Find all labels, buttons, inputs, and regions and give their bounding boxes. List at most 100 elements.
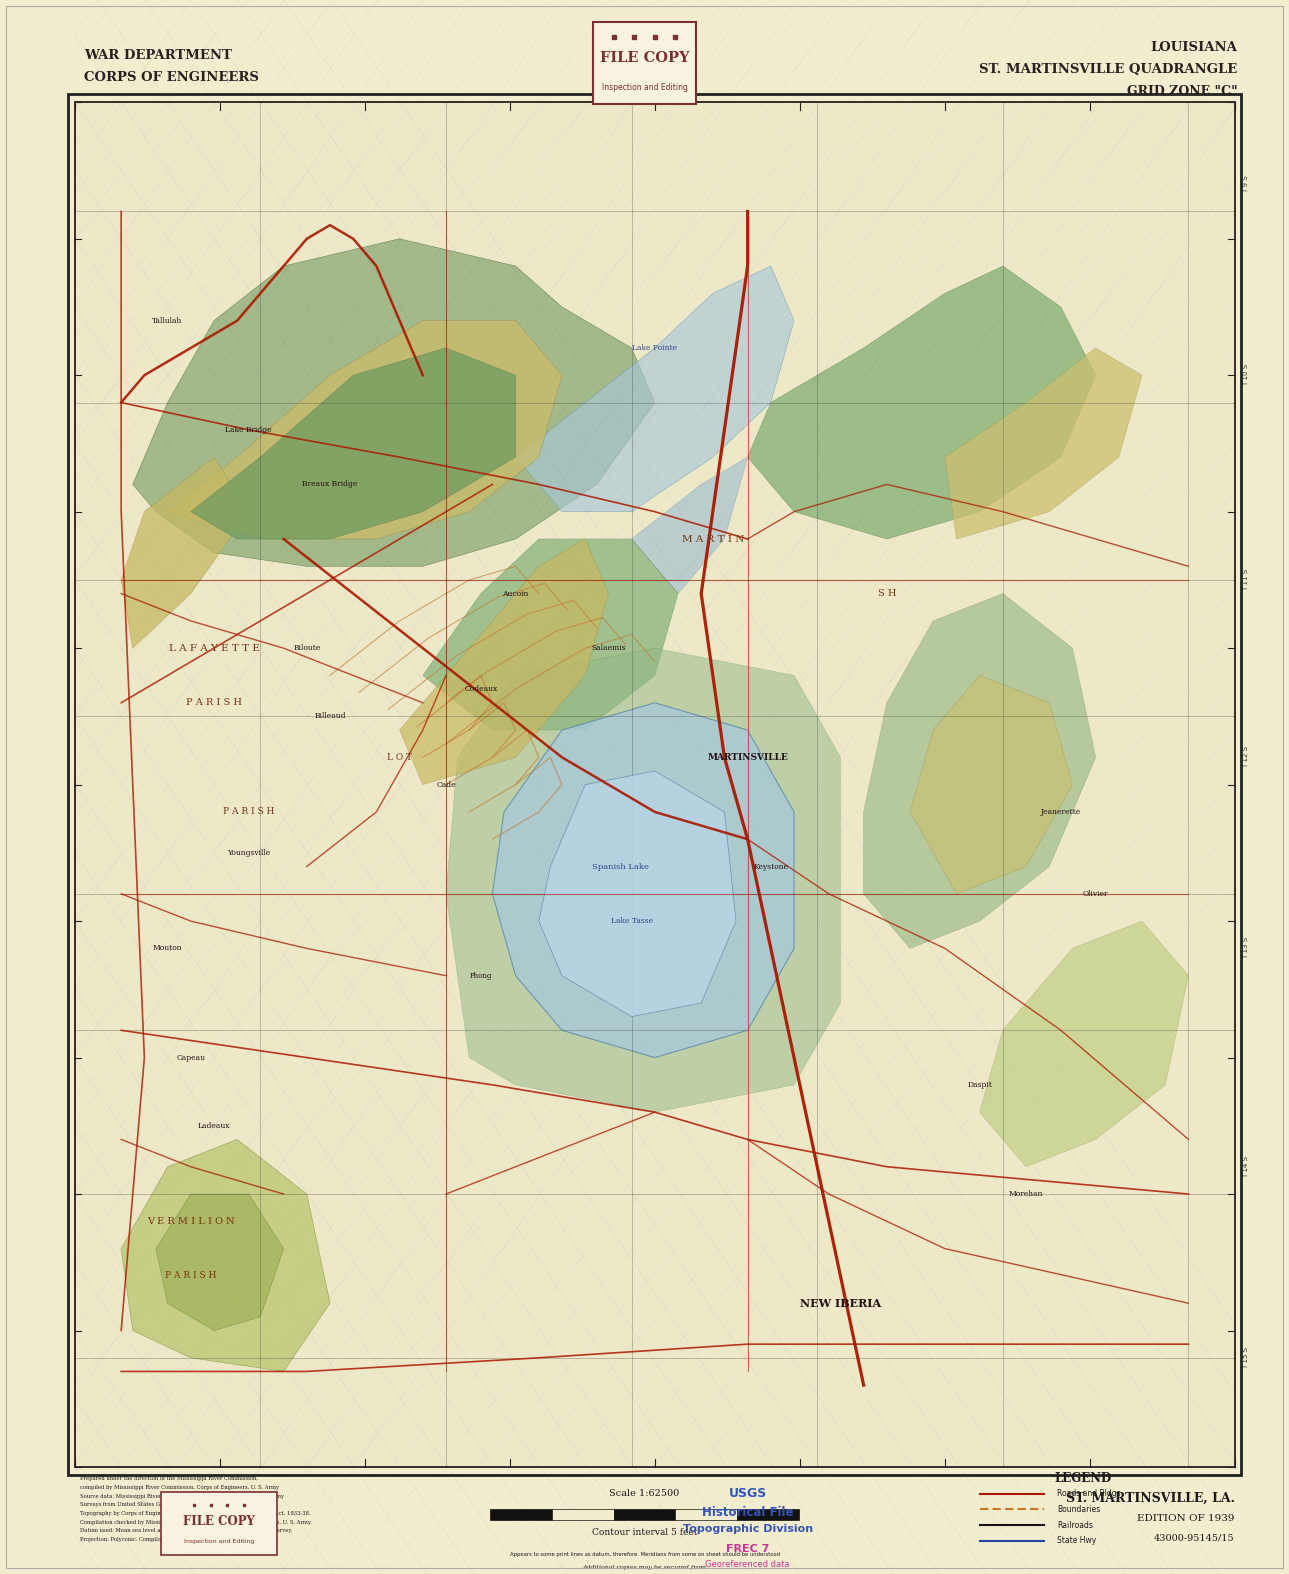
Polygon shape — [632, 456, 748, 593]
Text: P A R I S H: P A R I S H — [165, 1272, 217, 1280]
Text: Georeferenced data: Georeferenced data — [705, 1560, 790, 1569]
Text: Ladeaux: Ladeaux — [197, 1122, 231, 1130]
Bar — [737, 1509, 799, 1520]
Text: Prepared under the direction of the Mississippi River Commission,: Prepared under the direction of the Miss… — [80, 1476, 258, 1481]
Polygon shape — [945, 348, 1142, 538]
Text: FILE COPY: FILE COPY — [183, 1514, 255, 1528]
Polygon shape — [156, 1195, 284, 1330]
Text: Spanish Lake: Spanish Lake — [592, 863, 648, 870]
Polygon shape — [121, 456, 249, 648]
Polygon shape — [864, 593, 1096, 949]
Text: State Hwy: State Hwy — [1057, 1536, 1096, 1546]
Text: LEGEND: LEGEND — [1054, 1472, 1111, 1484]
Text: Daspit: Daspit — [967, 1081, 993, 1089]
Text: FILE COPY: FILE COPY — [599, 50, 690, 65]
Text: Surveys from United States Geological Survey, Geodetic Survey.: Surveys from United States Geological Su… — [80, 1502, 251, 1508]
Text: P A R I S H: P A R I S H — [186, 699, 242, 707]
Text: LOUISIANA: LOUISIANA — [1151, 41, 1237, 54]
Bar — [593, 22, 696, 104]
Polygon shape — [492, 702, 794, 1058]
Text: 43000-95145/15: 43000-95145/15 — [1154, 1533, 1235, 1543]
Bar — [75, 102, 1235, 1467]
Polygon shape — [400, 538, 608, 784]
Text: Railroads: Railroads — [1057, 1520, 1093, 1530]
Text: Projection: Polyconic. Compilation scale 1:62500.: Projection: Polyconic. Compilation scale… — [80, 1536, 213, 1543]
Text: Inspection and Editing: Inspection and Editing — [184, 1539, 254, 1544]
Polygon shape — [168, 321, 562, 538]
Text: Compilation checked by Mississippi River Commission, Corps of Engineers, U. S. A: Compilation checked by Mississippi River… — [80, 1520, 312, 1525]
Text: ST. MARTINSVILLE, LA.: ST. MARTINSVILLE, LA. — [1066, 1492, 1235, 1505]
Text: Scale 1:62500: Scale 1:62500 — [610, 1489, 679, 1498]
Text: Historical File: Historical File — [703, 1506, 793, 1519]
Polygon shape — [121, 1140, 330, 1371]
Polygon shape — [516, 266, 794, 512]
Text: Additional copies may be secured from: Additional copies may be secured from — [583, 1565, 706, 1569]
Bar — [68, 94, 1241, 1475]
Text: ST. MARTINSVILLE QUADRANGLE: ST. MARTINSVILLE QUADRANGLE — [980, 63, 1237, 76]
Bar — [75, 102, 1235, 1467]
Text: Breaux Bridge: Breaux Bridge — [303, 480, 357, 488]
Text: Olivier: Olivier — [1083, 889, 1109, 897]
Text: Salaemis: Salaemis — [592, 644, 625, 652]
Text: Aucoin: Aucoin — [503, 590, 528, 598]
Text: Contour interval 5 feet: Contour interval 5 feet — [592, 1528, 697, 1538]
Bar — [552, 1509, 614, 1520]
Text: Lake Pointe: Lake Pointe — [632, 345, 678, 353]
Bar — [161, 1492, 277, 1555]
Text: GRID ZONE "C": GRID ZONE "C" — [1127, 85, 1237, 98]
Text: T 13 S: T 13 S — [1243, 938, 1249, 960]
Text: T 12 S: T 12 S — [1243, 746, 1249, 768]
Polygon shape — [423, 538, 678, 730]
Text: M A R T I N: M A R T I N — [682, 535, 744, 543]
Polygon shape — [191, 348, 516, 538]
Text: compiled by Mississippi River Commission, Corps of Engineers, U. S. Army: compiled by Mississippi River Commission… — [80, 1486, 278, 1491]
Text: Keystone: Keystone — [753, 863, 789, 870]
Text: T 15 S: T 15 S — [1243, 1347, 1249, 1369]
Text: CORPS OF ENGINEERS: CORPS OF ENGINEERS — [84, 71, 259, 83]
Text: Jeanerette: Jeanerette — [1040, 807, 1081, 815]
Polygon shape — [539, 771, 736, 1017]
Text: T 11 S: T 11 S — [1243, 568, 1249, 590]
Polygon shape — [133, 239, 655, 567]
Text: Roads and Bldgs: Roads and Bldgs — [1057, 1489, 1120, 1498]
Text: Mouton: Mouton — [153, 944, 182, 952]
Text: NEW IBERIA: NEW IBERIA — [800, 1297, 880, 1308]
Text: Youngsville: Youngsville — [227, 848, 271, 856]
Text: S H: S H — [878, 589, 896, 598]
Text: L A F A Y E T T E: L A F A Y E T T E — [169, 644, 259, 653]
Text: Cade: Cade — [436, 781, 456, 789]
Text: Appears to some print lines as datum, therefore. Meridians from some on sheet sh: Appears to some print lines as datum, th… — [509, 1552, 780, 1557]
Polygon shape — [446, 648, 840, 1113]
Text: Topography by Corps of Engineers, U. S. Army, Second New Orleans District, 1933-: Topography by Corps of Engineers, U. S. … — [80, 1511, 311, 1516]
Text: Morehan: Morehan — [1009, 1190, 1043, 1198]
Text: MARTINSVILLE: MARTINSVILLE — [708, 752, 788, 762]
Text: Inspection and Editing: Inspection and Editing — [602, 83, 687, 91]
Bar — [675, 1509, 737, 1520]
Text: EDITION OF 1939: EDITION OF 1939 — [1137, 1514, 1235, 1524]
Text: Biloute: Biloute — [293, 644, 321, 652]
Text: Lake Tasse: Lake Tasse — [611, 918, 652, 926]
Text: Datum used: Mean sea level as established by U. S. Coast and Geodetic Survey.: Datum used: Mean sea level as establishe… — [80, 1528, 293, 1533]
Text: Boundaries: Boundaries — [1057, 1505, 1101, 1514]
Text: Topographic Division: Topographic Division — [683, 1524, 812, 1533]
Text: WAR DEPARTMENT: WAR DEPARTMENT — [84, 49, 232, 61]
Text: L O T: L O T — [387, 752, 412, 762]
Text: T 9 S: T 9 S — [1243, 175, 1249, 194]
Text: USGS: USGS — [728, 1487, 767, 1500]
Text: FREC 7: FREC 7 — [726, 1544, 770, 1554]
Text: Billeaud: Billeaud — [315, 713, 345, 721]
Text: Codeaux: Codeaux — [464, 685, 498, 693]
Polygon shape — [980, 921, 1188, 1166]
Bar — [490, 1509, 552, 1520]
Polygon shape — [910, 675, 1072, 894]
Text: T 10 S: T 10 S — [1243, 364, 1249, 386]
Text: Phong: Phong — [469, 971, 492, 979]
Text: Capeau: Capeau — [177, 1053, 205, 1061]
Polygon shape — [748, 266, 1096, 538]
Bar — [614, 1509, 675, 1520]
Text: T 14 S: T 14 S — [1243, 1155, 1249, 1177]
Text: P A R I S H: P A R I S H — [223, 807, 275, 817]
Text: Source data: Mississippi River Commission, Boards of Engineers, U. S. Army: Source data: Mississippi River Commissio… — [80, 1494, 284, 1498]
Text: V E R M I L I O N: V E R M I L I O N — [147, 1217, 235, 1226]
Text: Lake Bridge: Lake Bridge — [226, 427, 272, 434]
